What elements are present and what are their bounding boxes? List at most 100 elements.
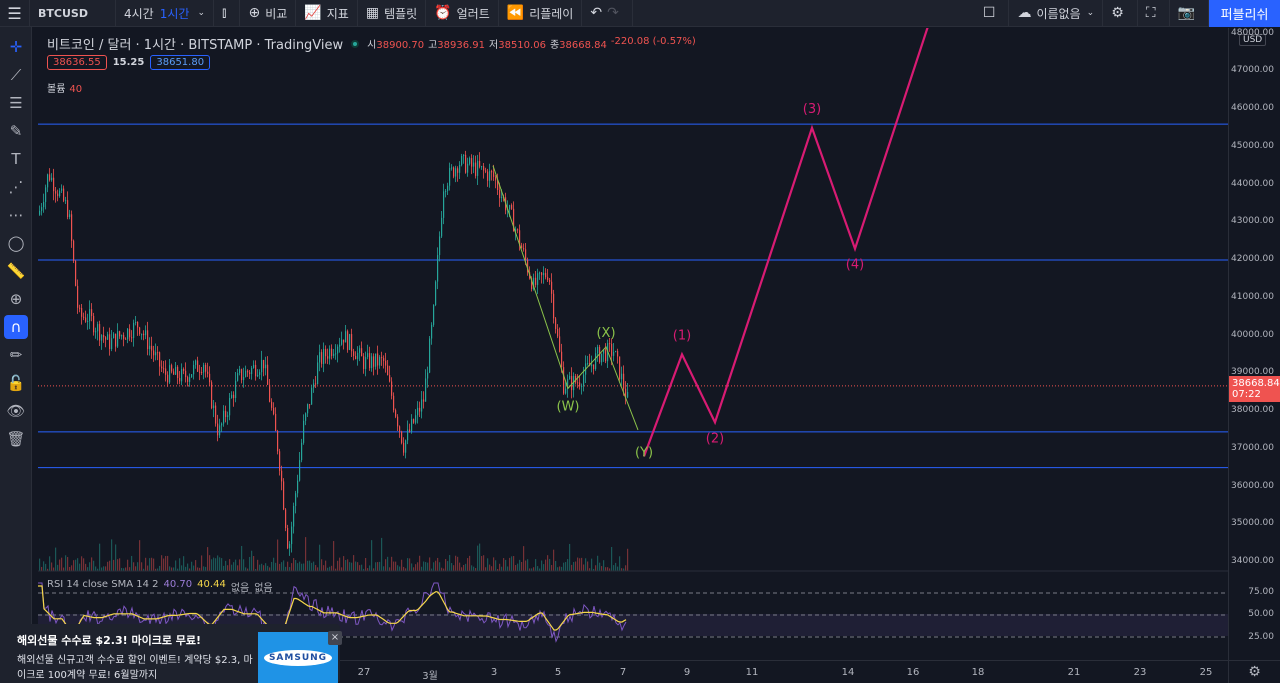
candle-body bbox=[545, 273, 547, 278]
volume-bar bbox=[599, 562, 601, 571]
volume-bar bbox=[525, 560, 527, 571]
indicators-button[interactable]: 📈 지표 bbox=[296, 0, 358, 27]
volume-bar bbox=[563, 562, 565, 571]
sell-price-button[interactable]: 38636.55 bbox=[47, 55, 107, 70]
volume-bar bbox=[59, 559, 61, 571]
camera-icon: 📷 bbox=[1177, 5, 1195, 21]
volume-bar bbox=[307, 560, 309, 571]
volume-bar bbox=[201, 555, 203, 571]
volume-bar bbox=[427, 562, 429, 571]
volume-bar bbox=[199, 567, 201, 571]
volume-bar bbox=[451, 563, 453, 571]
eye-icon[interactable]: 👁 bbox=[6, 402, 26, 420]
menu-button[interactable]: ☰ bbox=[0, 0, 30, 27]
ad-logo[interactable]: SAMSUNG bbox=[258, 632, 338, 683]
lock-drawing-icon[interactable]: ✏ bbox=[9, 346, 23, 364]
trendline-icon[interactable]: ⟋ bbox=[10, 66, 22, 84]
currency-selector[interactable]: USD bbox=[1239, 34, 1267, 46]
candle-body bbox=[619, 356, 621, 380]
prediction-icon[interactable]: ⋯ bbox=[8, 206, 24, 224]
volume-bar bbox=[597, 555, 599, 571]
brush-icon[interactable]: ✎ bbox=[9, 122, 23, 140]
candle-body bbox=[303, 420, 305, 443]
candle-body bbox=[349, 334, 351, 350]
candle-body bbox=[103, 334, 105, 338]
snapshot-button[interactable]: 📷 bbox=[1170, 0, 1209, 27]
replay-button[interactable]: ⏪ 리플레이 bbox=[499, 0, 583, 27]
candle-body bbox=[397, 416, 399, 427]
low-value: 38510.06 bbox=[498, 40, 546, 51]
candle-body bbox=[437, 255, 439, 282]
interval-1h[interactable]: 1시간 bbox=[159, 6, 190, 21]
bid-ask-legend: 38636.55 15.25 38651.80 bbox=[47, 55, 211, 70]
volume-bar bbox=[487, 558, 489, 571]
ad-popup[interactable]: 해외선물 수수료 $2.3! 마이크로 무료! 해외선물 신규고객 수수료 할인… bbox=[8, 624, 342, 683]
text-icon[interactable]: T bbox=[11, 150, 21, 168]
gear-icon: ⚙ bbox=[1111, 5, 1124, 21]
settings-button[interactable]: ⚙ bbox=[1103, 0, 1138, 27]
candle-body bbox=[265, 364, 267, 369]
candle-body bbox=[49, 174, 51, 181]
candle-body bbox=[53, 177, 55, 192]
volume-bar bbox=[331, 565, 333, 571]
lock-icon[interactable]: 🔓 bbox=[6, 374, 26, 392]
chart-pane[interactable]: (W) (X) (Y) (1) (2) (3) (4) bbox=[38, 28, 1228, 660]
candle-body bbox=[187, 377, 189, 382]
fullscreen-layout-button[interactable]: ☐ bbox=[975, 0, 1010, 27]
candle-body bbox=[333, 353, 335, 356]
volume-bar bbox=[349, 562, 351, 571]
rewind-icon: ⏪ bbox=[506, 5, 525, 21]
volume-bar bbox=[55, 547, 57, 571]
candle-body bbox=[317, 362, 319, 384]
candle-body bbox=[527, 259, 529, 273]
candle-body bbox=[587, 363, 589, 365]
volume-bar bbox=[65, 555, 67, 571]
fib-icon[interactable]: ☰ bbox=[9, 94, 23, 112]
ruler-icon[interactable]: 📏 bbox=[6, 262, 26, 280]
chart-type-button[interactable]: ⫾ bbox=[214, 0, 241, 27]
symbol-search[interactable]: BTCUSD bbox=[30, 0, 116, 27]
close-icon[interactable]: × bbox=[328, 631, 342, 645]
candle-body bbox=[413, 419, 415, 423]
volume-bar bbox=[593, 568, 595, 571]
candle-body bbox=[139, 327, 141, 335]
volume-bar bbox=[197, 567, 199, 571]
publish-button[interactable]: 퍼블리쉬 bbox=[1209, 0, 1280, 27]
interval-4h[interactable]: 4시간 bbox=[124, 6, 154, 21]
candle-body bbox=[479, 160, 481, 167]
compare-button[interactable]: ⊕ 비교 bbox=[240, 0, 297, 27]
fullscreen-button[interactable]: ⛶ bbox=[1138, 0, 1170, 27]
layout-name-button[interactable]: ☁ 이름없음 ⌄ bbox=[1009, 0, 1104, 27]
volume-bar bbox=[269, 567, 271, 571]
interval-selector[interactable]: 4시간 1시간 ⌄ bbox=[116, 0, 214, 27]
pattern-icon[interactable]: ⋰ bbox=[8, 178, 24, 196]
redo-icon[interactable]: ↷ bbox=[607, 5, 619, 21]
candle-body bbox=[555, 318, 557, 329]
candle-body bbox=[125, 338, 127, 340]
crosshair-icon[interactable]: ✛ bbox=[9, 38, 23, 56]
alert-button[interactable]: ⏰ 얼러트 bbox=[426, 0, 499, 27]
magnet-icon[interactable]: ∩ bbox=[4, 315, 28, 339]
chart-canvas[interactable]: (W) (X) (Y) (1) (2) (3) (4) bbox=[38, 28, 1228, 660]
zoom-in-icon[interactable]: ⊕ bbox=[9, 290, 23, 308]
axis-settings-button[interactable]: ⚙ bbox=[1228, 660, 1280, 683]
trash-icon[interactable]: 🗑 bbox=[6, 430, 26, 448]
volume-bar bbox=[355, 561, 357, 571]
volume-bar bbox=[607, 567, 609, 571]
candle-body bbox=[289, 544, 291, 549]
volume-bar bbox=[481, 556, 483, 571]
volume-bar bbox=[189, 568, 191, 571]
volume-bar bbox=[381, 537, 383, 571]
shape-icon[interactable]: ◯ bbox=[7, 234, 25, 252]
volume-bar bbox=[489, 564, 491, 571]
buy-price-button[interactable]: 38651.80 bbox=[150, 55, 211, 70]
candle-body bbox=[67, 200, 69, 218]
candle-body bbox=[129, 328, 131, 338]
price-axis[interactable]: USD 38668.84 07:22 48000.00 47000.00 46000… bbox=[1228, 28, 1280, 660]
time-tick-label: 27 bbox=[357, 667, 371, 678]
templates-button[interactable]: ▦ 템플릿 bbox=[358, 0, 427, 27]
volume-bar bbox=[319, 544, 321, 571]
toolbar-right: ☐ ☁ 이름없음 ⌄ ⚙ ⛶ 📷 퍼블리쉬 bbox=[975, 0, 1280, 27]
chevron-down-icon[interactable]: ⌄ bbox=[197, 8, 205, 18]
undo-button[interactable]: ↶ ↷ bbox=[582, 0, 633, 27]
